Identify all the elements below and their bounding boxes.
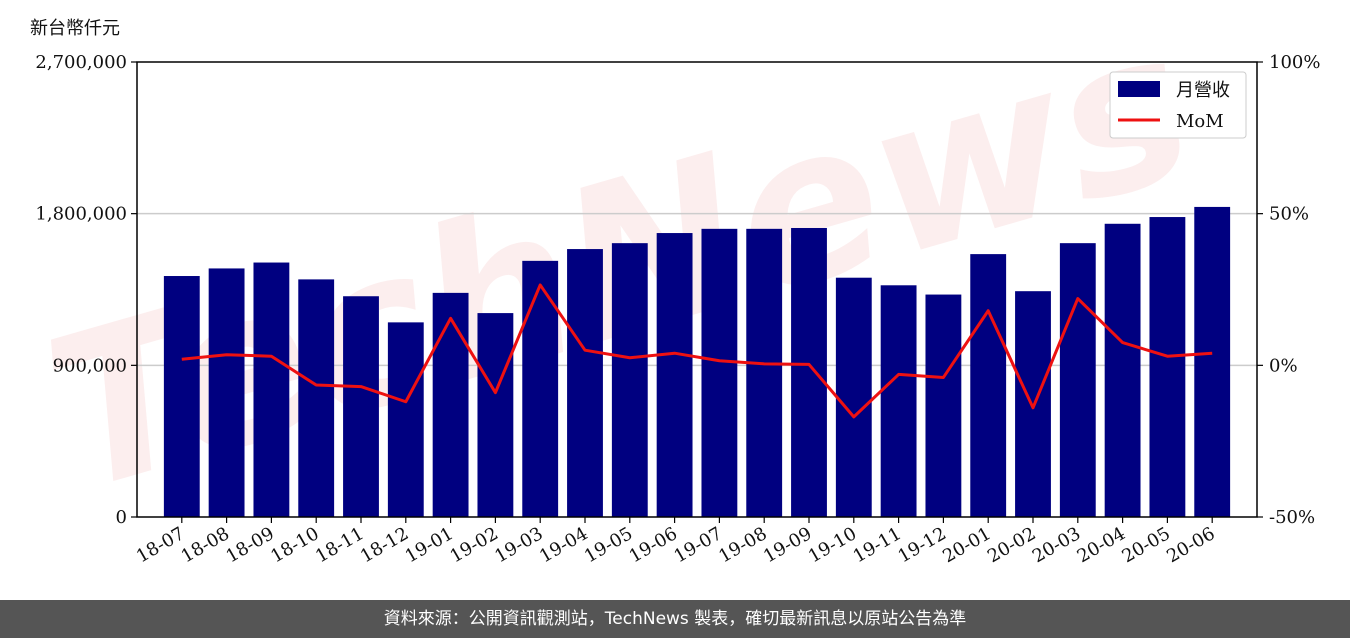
bar-18-11 [343,296,379,517]
bar-19-05 [611,243,648,517]
bar-18-12 [387,322,424,517]
x-tick-label: 19-07 [670,523,725,567]
legend-bar-swatch [1118,81,1160,97]
bar-19-03 [522,260,559,517]
x-tick-label: 20-02 [984,523,1039,567]
x-tick-label: 18-07 [133,523,188,567]
bar-18-10 [298,279,335,517]
y-left-tick-label: 900,000 [53,355,127,376]
x-tick-label: 19-11 [850,523,905,567]
y-left-tick-label: 0 [116,507,127,528]
revenue-chart: TechNews 0900,0001,800,0002,700,000-50%0… [24,0,1320,567]
source-footer: 資料來源：公開資訊觀測站，TechNews 製表，確切最新訊息以原站公告為準 [0,600,1350,638]
x-tick-label: 20-03 [1029,523,1084,567]
bar-20-03 [1059,243,1096,517]
x-tick-label: 19-08 [715,523,770,567]
mom-line [181,283,1213,419]
legend-line-label: MoM [1176,111,1224,132]
bar-series [163,206,1231,518]
x-tick-label: 20-01 [939,523,994,567]
bar-18-07 [163,276,200,517]
bar-18-09 [253,262,290,517]
x-tick-label: 19-01 [402,523,457,567]
y-left-tick-label: 1,800,000 [35,204,127,225]
y-right-tick-label: -50% [1269,507,1315,528]
bar-20-04 [1104,223,1141,517]
x-tick-label: 18-08 [178,523,233,567]
x-tick-label: 18-12 [357,523,412,567]
x-tick-label: 19-12 [894,523,949,567]
x-tick-label: 19-03 [491,523,546,567]
x-tick-label: 20-04 [1074,523,1129,567]
y-left-tick-label: 2,700,000 [35,52,127,73]
legend-bar-label: 月營收 [1176,80,1230,101]
bar-19-04 [567,249,603,518]
line-series [181,283,1213,419]
x-tick-label: 18-10 [267,523,322,567]
bar-20-05 [1149,217,1186,517]
y-right-tick-label: 0% [1269,355,1298,376]
x-tick-label: 20-05 [1118,523,1173,567]
bar-19-01 [432,292,469,517]
legend: 月營收 MoM [1109,71,1247,139]
bar-19-02 [477,313,514,517]
x-tick-label: 19-05 [581,523,636,567]
x-tick-label: 19-10 [805,523,860,567]
y-axis-unit-label: 新台幣仟元 [30,18,120,39]
y-right-tick-label: 100% [1269,52,1320,73]
x-tick-label: 19-09 [760,523,815,567]
y-right-tick-label: 50% [1269,204,1309,225]
bar-20-01 [970,254,1007,517]
bar-19-12 [925,294,962,517]
bar-19-11 [880,285,917,517]
bar-19-09 [791,227,827,518]
x-tick-label: 18-09 [222,523,277,567]
x-tick-label: 19-04 [536,523,591,567]
x-tick-label: 18-11 [312,523,367,567]
bar-19-10 [835,277,872,517]
x-tick-label: 20-06 [1163,523,1218,567]
bar-19-07 [701,228,738,518]
bar-19-06 [656,233,693,517]
bar-19-08 [746,228,783,518]
bar-18-08 [208,268,245,517]
plot-frame [136,61,1258,518]
x-tick-label: 19-02 [446,523,501,567]
bar-20-06 [1194,206,1231,518]
x-tick-label: 19-06 [626,523,681,567]
